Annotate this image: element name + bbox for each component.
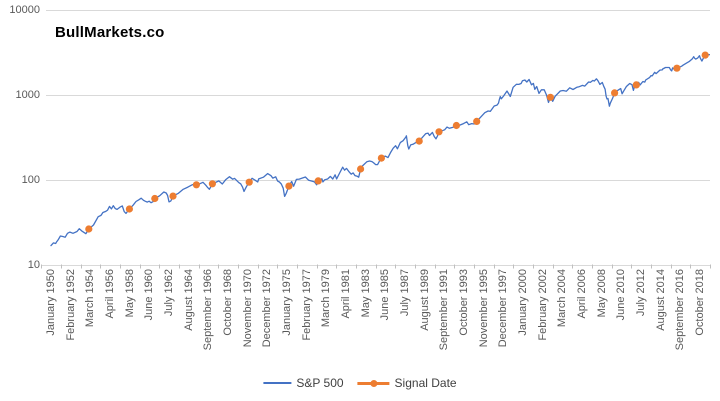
sp500-line [50, 54, 711, 247]
legend-label-signal-date: Signal Date [394, 376, 457, 390]
x-axis-label: May 1958 [123, 269, 136, 318]
y-axis-label: 10 [27, 258, 40, 271]
x-axis-label: July 2012 [635, 269, 647, 317]
x-axis-label: May 1983 [359, 269, 372, 318]
signal-date-marker [125, 205, 133, 213]
x-axis-label: September 1991 [438, 269, 451, 351]
x-axis-label: February 1977 [300, 269, 313, 341]
x-axis-label: March 2004 [556, 269, 569, 328]
x-axis-label: June 1985 [379, 269, 392, 321]
signal-date-marker [673, 64, 681, 72]
x-axis-label: November 1970 [241, 269, 254, 348]
watermark: BullMarkets.co [55, 24, 165, 41]
signal-date-swatch-icon [357, 379, 390, 387]
signal-date-marker [415, 137, 423, 145]
x-axis-label: June 1960 [143, 269, 156, 321]
signal-date-marker [192, 181, 200, 189]
signal-date-marker [435, 128, 443, 136]
x-axis-label: September 1966 [202, 269, 215, 351]
x-axis-label: February 2002 [536, 269, 549, 341]
signal-date-marker [208, 180, 216, 188]
x-axis-label: April 1956 [104, 269, 116, 319]
signal-date-marker [377, 154, 385, 162]
x-axis-label: March 1954 [84, 269, 97, 328]
x-axis-label: September 2016 [674, 269, 687, 351]
legend-item-signal-date: Signal Date [357, 376, 457, 390]
legend-label-sp500: S&P 500 [296, 376, 344, 390]
x-axis-label: October 1968 [222, 269, 234, 336]
x-axis-label: July 1962 [163, 269, 175, 317]
signal-date-marker [314, 177, 322, 185]
x-axis-label: April 2006 [576, 269, 588, 319]
signal-date-marker [285, 182, 293, 190]
signal-date-marker [473, 117, 481, 125]
signal-date-marker [169, 192, 177, 200]
signal-date-marker [151, 194, 159, 203]
signal-date-marker [357, 165, 365, 173]
x-axis-label: February 1952 [64, 269, 77, 341]
x-axis-label: August 1989 [418, 269, 431, 331]
x-axis-label: October 1993 [458, 269, 470, 336]
x-axis-label: March 1979 [320, 269, 333, 328]
x-axis-label: December 1972 [261, 269, 274, 348]
legend: S&P 500 Signal Date [263, 376, 457, 390]
signal-date-marker [245, 178, 253, 186]
sp500-line-swatch-icon [263, 382, 292, 384]
x-axis-label: November 1995 [477, 269, 490, 348]
signal-date-marker [452, 121, 460, 130]
y-axis-label: 1000 [15, 88, 40, 101]
x-axis-label: July 1987 [399, 269, 411, 317]
x-axis-label: December 1997 [497, 269, 510, 348]
signal-date-marker [701, 51, 709, 59]
x-axis-label: January 1975 [281, 269, 293, 336]
signal-date-marker [632, 81, 640, 89]
legend-item-sp500: S&P 500 [263, 376, 344, 390]
x-axis-label: October 2018 [694, 269, 706, 336]
x-axis-label: August 1964 [182, 269, 195, 331]
y-axis-label: 100 [21, 173, 40, 186]
signal-date-marker [546, 93, 555, 101]
x-axis-label: May 2008 [595, 269, 608, 318]
x-axis-label: January 2000 [517, 269, 529, 336]
x-axis-label: August 2014 [654, 269, 667, 331]
x-axis-label: June 2010 [615, 269, 628, 321]
signal-date-marker [85, 225, 93, 233]
x-axis-label: April 1981 [340, 269, 352, 319]
x-axis-label: January 1950 [45, 269, 57, 336]
signal-date-marker [611, 89, 619, 97]
y-axis-label: 10000 [9, 4, 40, 17]
